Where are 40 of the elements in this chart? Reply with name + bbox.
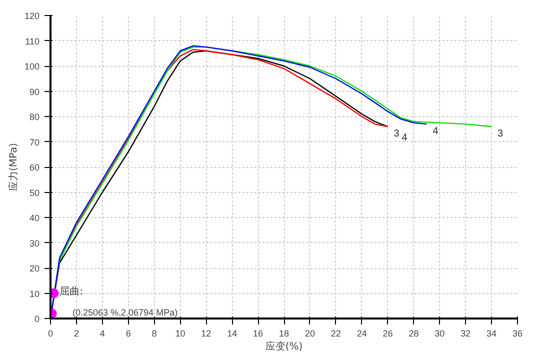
- y-axis-title: 应力(MPa): [7, 142, 20, 192]
- y-tick-label: 50: [29, 188, 40, 198]
- x-tick-label: 10: [175, 328, 186, 338]
- x-tick-label: 0: [48, 328, 54, 338]
- x-tick-label: 4: [100, 328, 105, 338]
- x-tick-label: 12: [201, 328, 212, 338]
- x-tick-label: 6: [126, 328, 131, 338]
- y-tick-label: 10: [29, 288, 40, 299]
- y-tick-label: 90: [29, 86, 40, 97]
- x-tick-label: 34: [486, 328, 497, 338]
- x-axis-title: 应变(%): [265, 340, 303, 352]
- y-tick-label: 0: [34, 314, 40, 324]
- x-tick-label: 18: [278, 328, 290, 338]
- x-tick-label: 16: [253, 328, 264, 338]
- x-tick-label: 26: [382, 328, 393, 338]
- y-tick-label: 40: [29, 213, 40, 223]
- x-tick-label: 8: [152, 328, 157, 338]
- x-tick-label: 2: [74, 328, 79, 338]
- annotation: 屈曲:: [60, 285, 84, 298]
- annotation: 4: [432, 126, 439, 138]
- y-tick-label: 70: [29, 137, 40, 148]
- x-tick-label: 32: [460, 328, 471, 338]
- annotation: 3: [498, 128, 504, 140]
- annotation: 4: [402, 132, 408, 144]
- y-tick-label: 120: [24, 11, 40, 21]
- y-tick-label: 110: [25, 36, 40, 46]
- x-tick-label: 14: [227, 328, 238, 338]
- x-tick-label: 30: [434, 328, 445, 338]
- annotation: (0.25063 %,2.06794 MPa): [72, 308, 178, 318]
- x-tick-label: 36: [512, 328, 523, 338]
- y-tick-label: 30: [29, 238, 40, 248]
- x-tick-label: 24: [356, 328, 367, 338]
- y-tick-label: 60: [29, 162, 40, 172]
- x-tick-label: 20: [304, 328, 315, 338]
- annotation: 3: [394, 128, 400, 140]
- x-tick-label: 28: [408, 328, 419, 338]
- x-tick-label: 22: [330, 328, 341, 338]
- y-tick-label: 100: [24, 62, 40, 72]
- y-tick-label: 20: [29, 264, 40, 274]
- y-tick-label: 80: [29, 112, 40, 122]
